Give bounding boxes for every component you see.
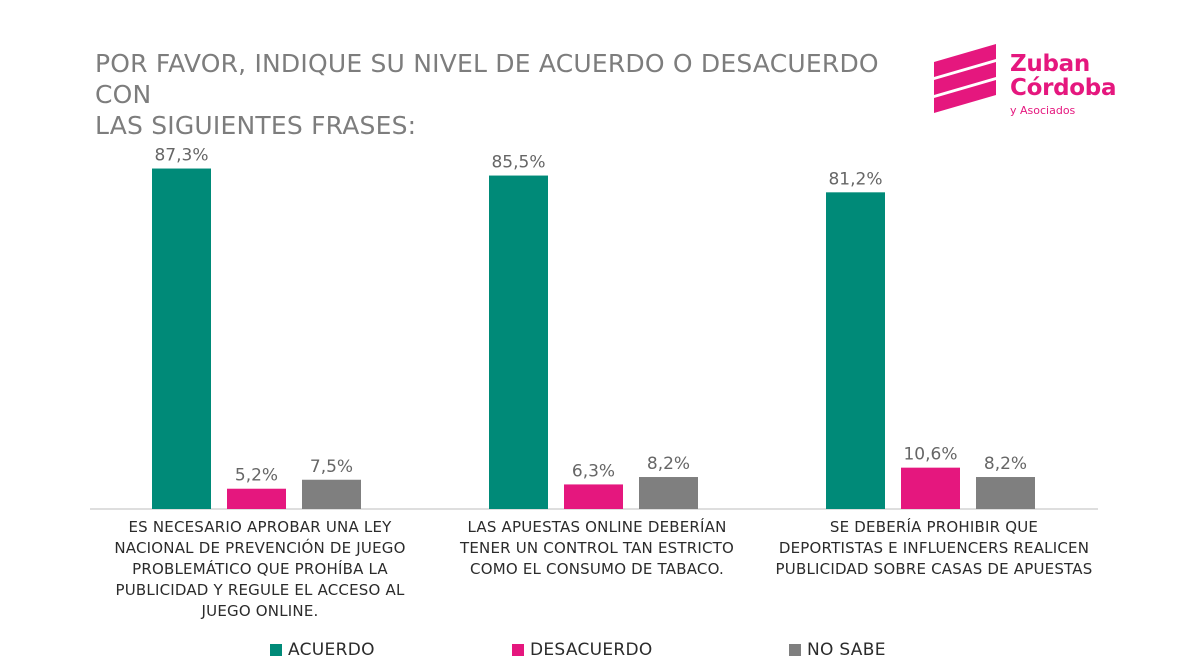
data-label-acuerdo-1: 87,3%	[154, 146, 208, 166]
bar-acuerdo-2	[489, 175, 548, 510]
bar-no-sabe-3	[976, 477, 1035, 509]
brand-tagline: y Asociados	[1010, 104, 1076, 117]
category-label-1-line-2: NACIONAL DE PREVENCIÓN DE JUEGO	[114, 539, 406, 557]
legend-item-no-sabe: NO SABE	[789, 639, 886, 661]
data-label-no-sabe-2: 8,2%	[647, 454, 690, 474]
data-label-desacuerdo-3: 10,6%	[903, 445, 957, 465]
brand-name: Zuban Córdoba	[1010, 52, 1116, 100]
brand-logo-mark-icon	[934, 44, 996, 113]
chart-title-line2: LAS SIGUIENTES FRASES:	[95, 111, 417, 140]
bar-desacuerdo-1	[227, 488, 286, 509]
category-label-1-line-3: PROBLEMÁTICO QUE PROHÍBA LA	[132, 560, 388, 578]
data-label-no-sabe-3: 8,2%	[984, 454, 1027, 474]
category-label-1-line-1: ES NECESARIO APROBAR UNA LEY	[128, 518, 392, 536]
data-label-desacuerdo-2: 6,3%	[572, 461, 615, 481]
category-label-2: LAS APUESTAS ONLINE DEBERÍAN TENER UN CON…	[427, 517, 767, 580]
chart-title-line1: POR FAVOR, INDIQUE SU NIVEL DE ACUERDO O…	[95, 49, 879, 109]
category-label-1-line-4: PUBLICIDAD Y REGULE EL ACCESO AL	[115, 581, 405, 599]
bar-acuerdo-3	[826, 192, 885, 509]
legend-label: ACUERDO	[288, 640, 375, 660]
category-label-3-line-2: DEPORTISTAS E INFLUENCERS REALICEN	[778, 539, 1090, 557]
bar-desacuerdo-3	[901, 467, 960, 509]
category-label-1-line-5: JUEGO ONLINE.	[201, 602, 319, 620]
legend-swatch	[512, 644, 524, 656]
legend-swatch	[270, 644, 282, 656]
data-label-desacuerdo-1: 5,2%	[235, 466, 278, 486]
legend-item-acuerdo: ACUERDO	[270, 639, 375, 661]
data-label-no-sabe-1: 7,5%	[310, 457, 353, 477]
category-label-2-line-1: LAS APUESTAS ONLINE DEBERÍAN	[467, 518, 727, 536]
chart-title: POR FAVOR, INDIQUE SU NIVEL DE ACUERDO O…	[95, 48, 915, 141]
bar-acuerdo-1	[152, 168, 211, 509]
category-label-3-line-1: SE DEBERÍA PROHIBIR QUE	[829, 518, 1039, 536]
bar-desacuerdo-2	[564, 484, 623, 509]
data-label-acuerdo-2: 85,5%	[491, 153, 545, 173]
legend-item-desacuerdo: DESACUERDO	[512, 639, 653, 661]
brand-name-line1: Zuban	[1010, 51, 1090, 77]
category-label-3-line-3: PUBLICIDAD SOBRE CASAS DE APUESTAS	[775, 560, 1093, 578]
category-label-2-line-3: COMO EL CONSUMO DE TABACO.	[470, 560, 724, 578]
brand-logo: Zuban Córdoba y Asociados	[932, 42, 1116, 122]
bar-no-sabe-1	[302, 479, 361, 509]
legend-swatch	[789, 644, 801, 656]
category-label-3: SE DEBERÍA PROHIBIR QUE DEPORTISTAS E INF…	[764, 517, 1104, 580]
legend-label: NO SABE	[807, 640, 886, 660]
category-label-1: ES NECESARIO APROBAR UNA LEY NACIONAL DE …	[90, 517, 430, 622]
category-label-2-line-2: TENER UN CONTROL TAN ESTRICTO	[459, 539, 734, 557]
brand-name-line2: Córdoba	[1010, 75, 1117, 101]
data-label-acuerdo-3: 81,2%	[828, 169, 882, 189]
legend-label: DESACUERDO	[530, 640, 653, 660]
bar-no-sabe-2	[639, 477, 698, 509]
